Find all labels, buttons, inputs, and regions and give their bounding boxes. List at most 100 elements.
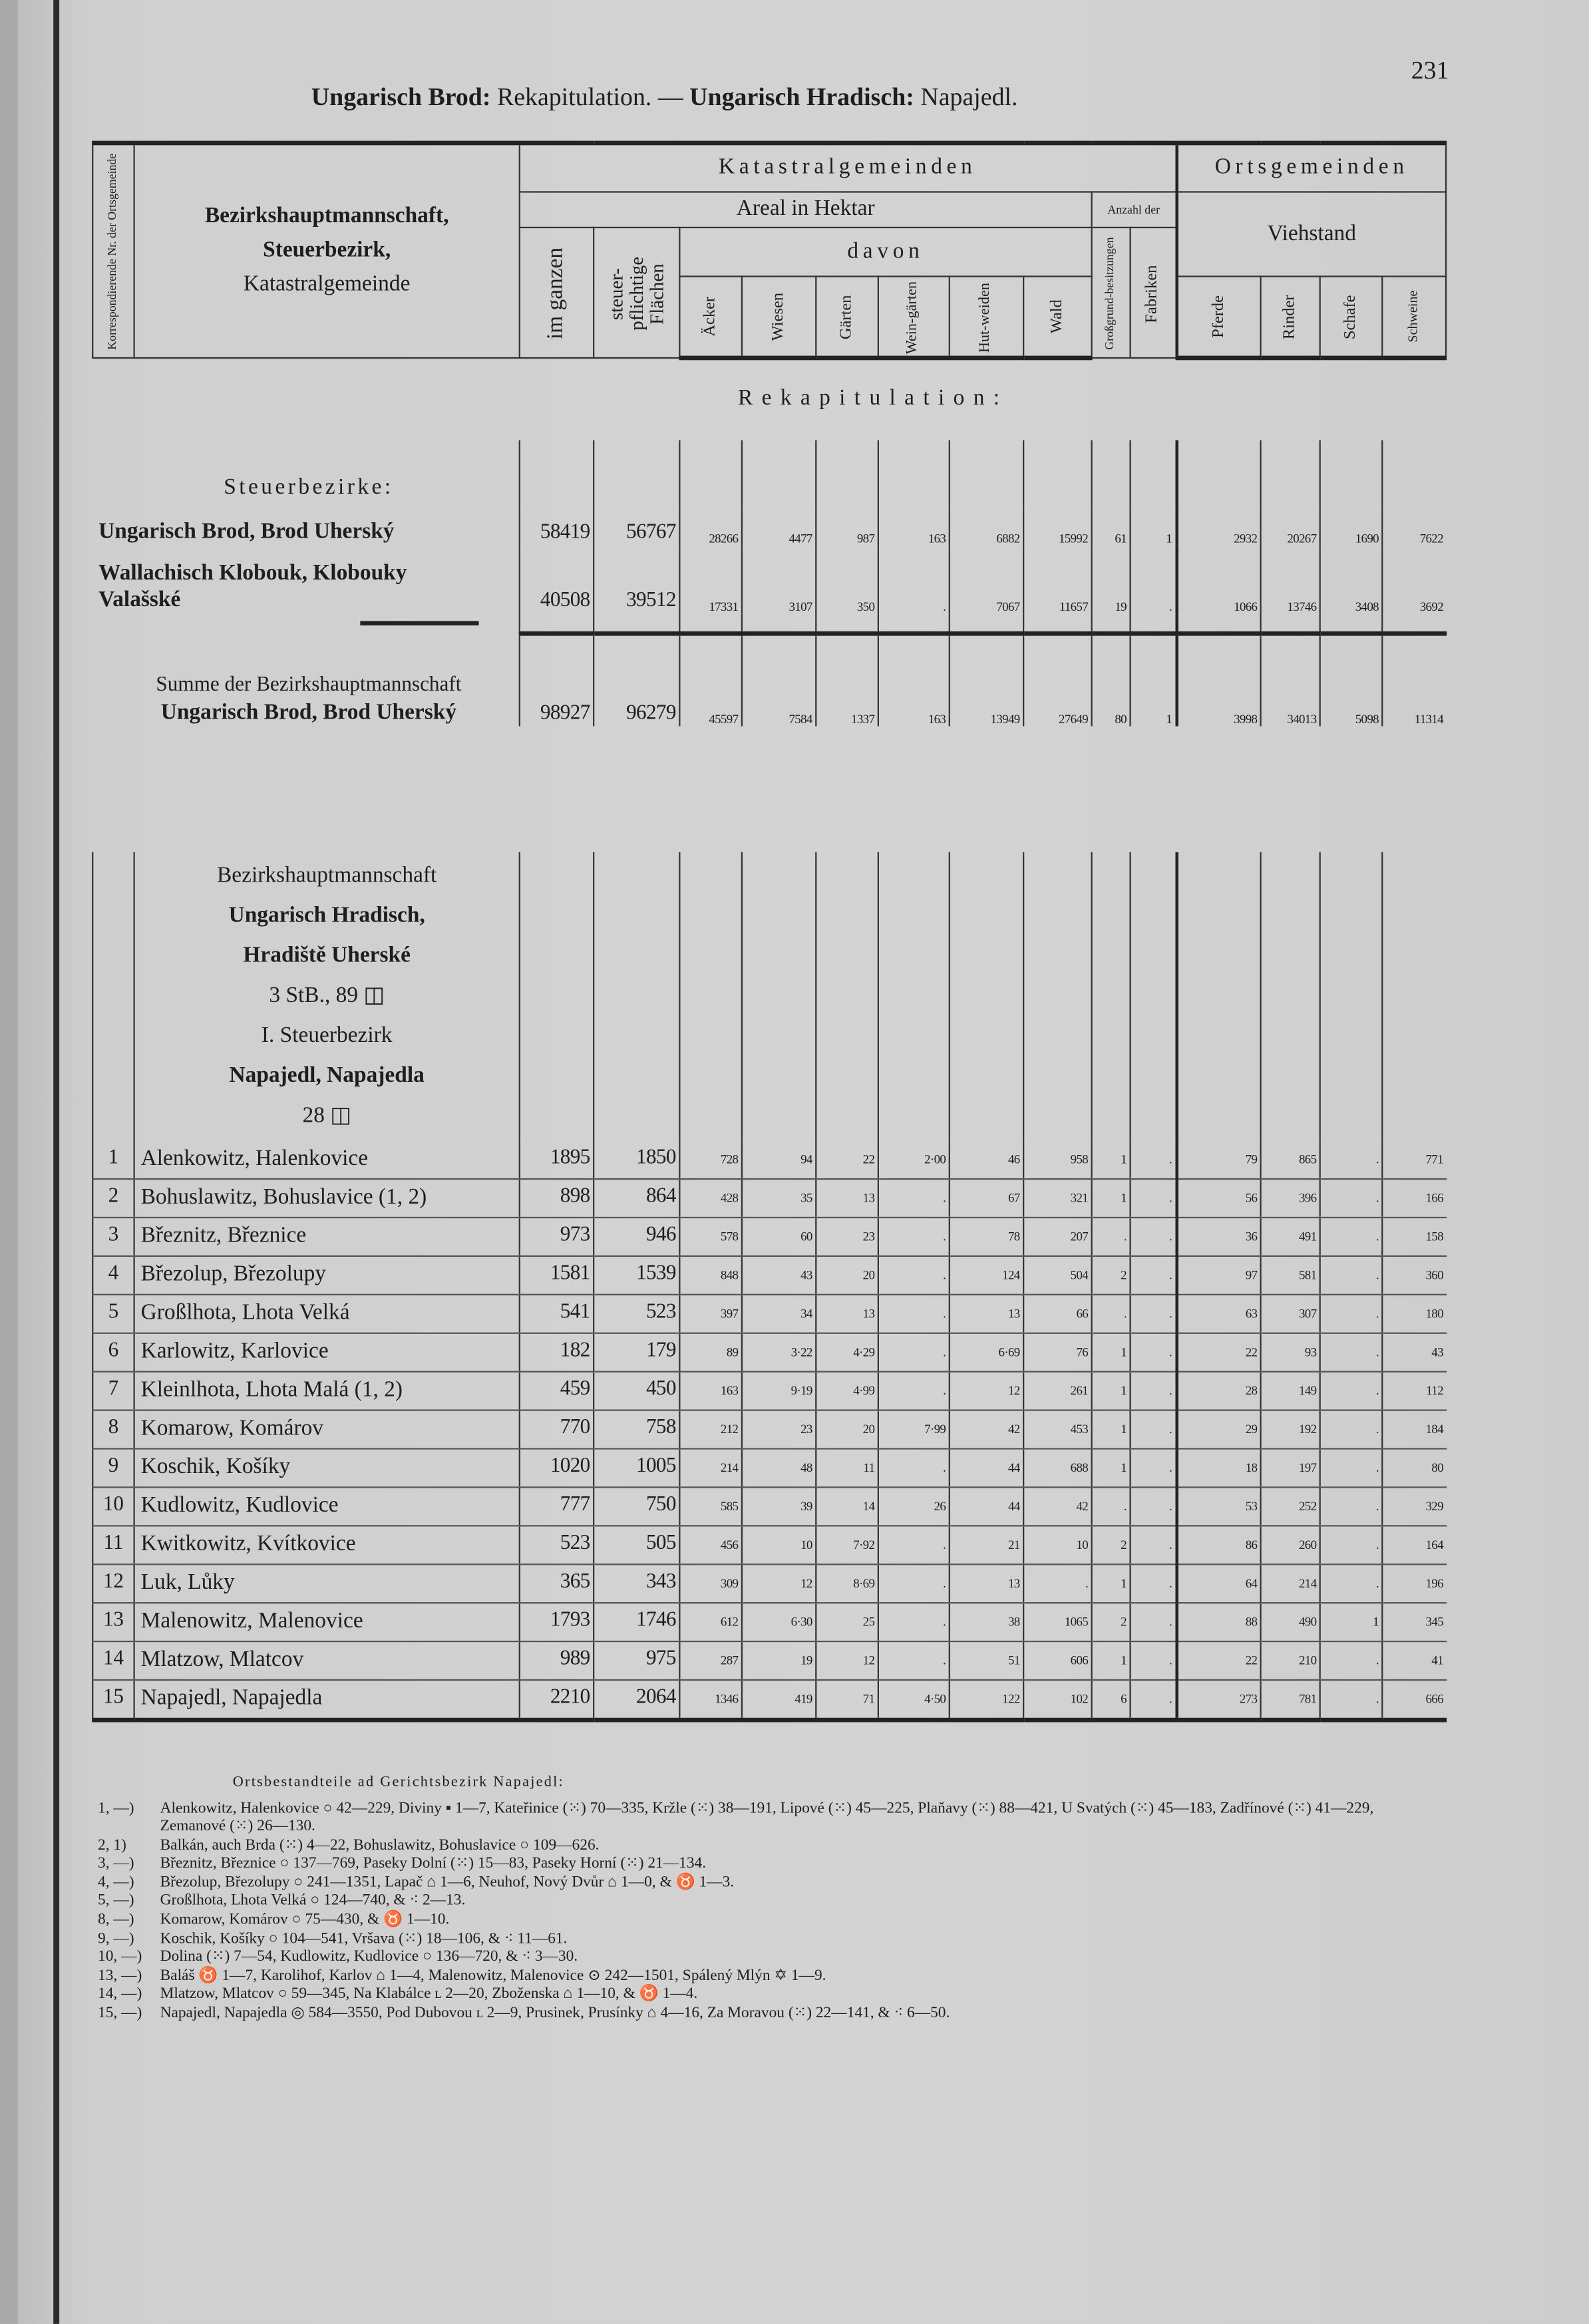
value-cell: 80 xyxy=(1091,633,1131,726)
value-cell: 781 xyxy=(1260,1679,1320,1722)
value-cell: . xyxy=(1319,1371,1383,1411)
value-cell: 397 xyxy=(679,1293,742,1333)
spacer-cell xyxy=(679,613,742,636)
value-cell: 15992 xyxy=(1023,506,1092,545)
value-cell: 39512 xyxy=(593,544,680,613)
empty-cell xyxy=(593,439,680,506)
value-cell: . xyxy=(1319,1409,1383,1449)
value-cell: 124 xyxy=(948,1255,1024,1295)
table-row: 12 Luk, Lůky 365 343 309 12 8·69. 13. 1. 64 214. 19… xyxy=(92,1564,1447,1603)
recap-row: Wallachisch Klobouk, Klobouky Valašské 405… xyxy=(92,544,1447,613)
spacer-cell xyxy=(948,613,1024,636)
empty-cell xyxy=(1381,851,1447,1141)
row-name: Kleinlhota, Lhota Malá (1, 2) xyxy=(133,1371,520,1411)
empty-cell xyxy=(948,851,1024,1141)
value-cell: 581 xyxy=(1260,1255,1320,1295)
footnote-key: 10, —) xyxy=(98,1949,142,1966)
table-row: 13 Malenowitz, Malenovice 1793 1746 612 6·30 2… xyxy=(92,1602,1447,1642)
value-cell: . xyxy=(877,1640,950,1680)
spacer-cell xyxy=(741,613,816,636)
spacer-cell xyxy=(1260,613,1320,636)
value-cell: 1 xyxy=(1091,1371,1131,1411)
footnote-text: Březnitz, Březnice ○ 137—769, Paseky Dol… xyxy=(160,1856,707,1873)
value-cell: 3408 xyxy=(1319,544,1383,613)
header-im-ganzen: im ganzen xyxy=(518,226,595,359)
value-cell: . xyxy=(1319,1178,1383,1218)
table-row: 2 Bohuslawitz, Bohuslavice (1, 2) 898 864 42… xyxy=(92,1178,1447,1218)
value-cell: 21 xyxy=(948,1525,1024,1565)
value-cell: 56 xyxy=(1174,1178,1261,1218)
value-cell: 1020 xyxy=(518,1448,594,1488)
value-cell: 122 xyxy=(948,1679,1024,1722)
empty-cell xyxy=(877,851,950,1141)
value-cell: 7584 xyxy=(741,633,816,726)
value-cell: 505 xyxy=(593,1525,680,1565)
value-cell: 207 xyxy=(1023,1216,1092,1256)
running-head-district-1: Ungarisch Brod: xyxy=(311,83,491,112)
value-cell: . xyxy=(1129,1371,1176,1411)
footnote: 8, —) Komarow, Komárov ○ 75—430, & ♉ 1—10… xyxy=(98,1912,1439,1931)
value-cell: 102 xyxy=(1023,1679,1092,1722)
empty-cell xyxy=(679,851,742,1141)
value-cell: 777 xyxy=(518,1486,594,1526)
value-cell: 61 xyxy=(1091,506,1131,545)
footnote-text: Balkán, auch Brda (⁙) 4—22, Bohuslawitz,… xyxy=(160,1837,600,1854)
recap-row-name: Ungarisch Brod, Brod Uherský xyxy=(92,506,520,545)
table-row: 3 Březnitz, Březnice 973 946 578 60 23. 78 207..… xyxy=(92,1216,1447,1256)
row-number: 14 xyxy=(92,1640,134,1680)
value-cell: 180 xyxy=(1381,1293,1447,1333)
footnote-key: 8, —) xyxy=(98,1911,134,1929)
value-cell: 260 xyxy=(1260,1525,1320,1565)
value-cell: . xyxy=(1319,1255,1383,1295)
value-cell: 163 xyxy=(877,506,950,545)
value-cell: . xyxy=(1023,1564,1092,1603)
footnote-text: Großlhota, Lhota Velká ○ 124—740, & ⁖ 2—… xyxy=(160,1893,466,1910)
empty-cell xyxy=(1129,851,1176,1141)
district-heading-line: Bezirkshauptmannschaft xyxy=(216,863,437,888)
footnote-key: 1, —) xyxy=(98,1800,134,1816)
footnote-key: 4, —) xyxy=(98,1874,134,1892)
footnote: 5, —) Großlhota, Lhota Velká ○ 124—740, &… xyxy=(98,1894,1439,1912)
value-cell: 34013 xyxy=(1260,633,1320,726)
value-cell: 56767 xyxy=(593,506,680,545)
value-cell: 212 xyxy=(679,1409,742,1449)
value-cell: . xyxy=(877,1371,950,1411)
value-cell: 76 xyxy=(1023,1332,1092,1372)
empty-cell xyxy=(1023,439,1092,506)
footnote: 14, —) Mlatzow, Mlatcov ○ 59—345, Na Klab… xyxy=(98,1987,1439,2005)
value-cell: 45597 xyxy=(679,633,742,726)
value-cell: 67 xyxy=(948,1178,1024,1218)
value-cell: 1793 xyxy=(518,1602,594,1642)
value-cell: 975 xyxy=(593,1640,680,1680)
binding-edge xyxy=(53,0,60,2324)
footnote-text: Baláš ♉ 1—7, Karolihof, Karlov ⌂ 1—4, Ma… xyxy=(160,1967,826,1985)
value-cell: . xyxy=(1129,1332,1176,1372)
value-cell: 360 xyxy=(1381,1255,1447,1295)
value-cell: 1346 xyxy=(679,1679,742,1722)
recap-row-name: Wallachisch Klobouk, Klobouky Valašské xyxy=(92,545,520,613)
value-cell: 8·69 xyxy=(815,1564,878,1603)
footnotes: 1, —) Alenkowitz, Halenkovice ○ 42—229, D… xyxy=(98,1800,1439,2024)
empty-cell xyxy=(948,439,1024,506)
value-cell: 1 xyxy=(1129,506,1176,545)
value-cell: 456 xyxy=(679,1525,742,1565)
value-cell: 42 xyxy=(1023,1486,1092,1526)
value-cell: 19 xyxy=(741,1640,816,1680)
value-cell: 419 xyxy=(741,1679,816,1722)
value-cell: 309 xyxy=(679,1564,742,1603)
value-cell: 20 xyxy=(815,1255,878,1295)
value-cell: 36 xyxy=(1174,1216,1261,1256)
header-gaerten: Gärten xyxy=(815,275,879,361)
value-cell: . xyxy=(1129,1216,1176,1256)
value-cell: 34 xyxy=(741,1293,816,1333)
row-name: Kudlowitz, Kudlovice xyxy=(133,1486,520,1526)
footnote-key: 9, —) xyxy=(98,1930,134,1947)
header-hutweiden: Hut-weiden xyxy=(948,275,1025,361)
spacer-cell xyxy=(1319,613,1383,636)
header-name-line-1: Bezirkshauptmannschaft, xyxy=(204,204,449,229)
value-cell: 5098 xyxy=(1319,633,1383,726)
recap-name-line: Summe der Bezirkshauptmannschaft xyxy=(156,673,462,696)
value-cell: 19 xyxy=(1091,544,1131,613)
header-wald: Wald xyxy=(1023,275,1093,361)
